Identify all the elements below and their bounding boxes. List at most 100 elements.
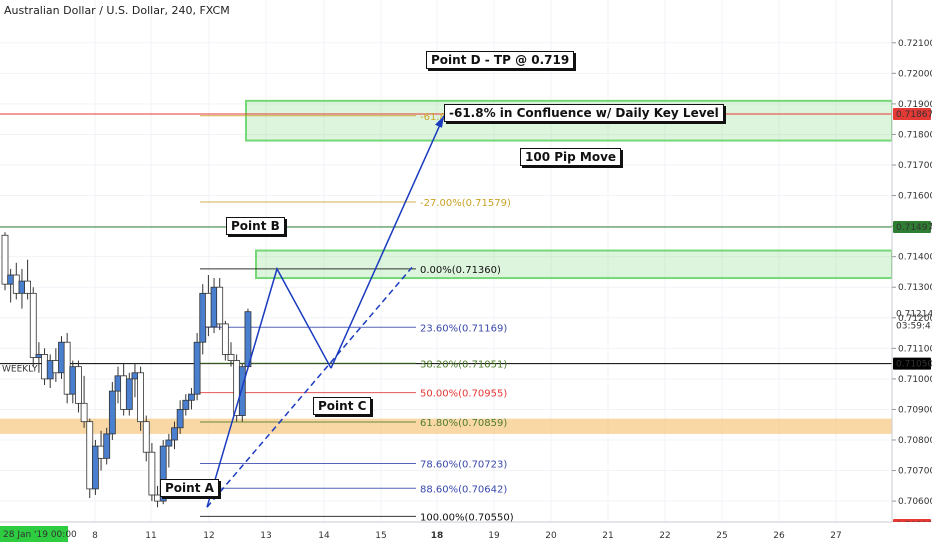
fib-label: 61.80%(0.70859) [420, 418, 507, 429]
candle [12, 274, 20, 294]
candle [227, 354, 235, 361]
candle [52, 360, 60, 374]
time-tick-label: 26 [773, 531, 785, 541]
candle [171, 427, 178, 441]
price-tick-label: 0.71400 [898, 253, 932, 263]
price-tick-label: 0.70900 [898, 405, 932, 415]
fib-label: 88.60%(0.70642) [420, 484, 507, 495]
price-axis-bg [892, 0, 932, 550]
price-tag: 0.71867 [896, 110, 932, 120]
candle [92, 445, 99, 490]
price-tick-label: 0.70800 [898, 436, 932, 446]
candle [103, 433, 111, 459]
candle [188, 393, 195, 401]
candle [221, 323, 229, 355]
time-tick-label: 13 [260, 531, 271, 541]
candle [159, 445, 167, 502]
candle [69, 366, 77, 395]
trend-line-dashed [206, 266, 413, 508]
current-time-label: 28 Jan '19 00:00 [3, 530, 77, 540]
point-b-label: Point B [226, 217, 285, 235]
fib-label: 100.00%(0.70550) [420, 512, 514, 523]
candle [193, 341, 201, 395]
time-tick-label: 11 [145, 531, 156, 541]
price-tag: 03:59:41 [896, 322, 932, 332]
candle [41, 354, 48, 380]
candle [58, 341, 65, 374]
time-tick-label: 20 [545, 531, 557, 541]
time-tick-label: 27 [830, 531, 841, 541]
price-tick-label: 0.71100 [898, 344, 932, 354]
price-tag-bg [893, 357, 931, 370]
price-tag: 0.71214 [896, 310, 932, 320]
price-tick-label: 0.71900 [898, 100, 932, 110]
price-tag: 0.71497 [896, 223, 932, 233]
candle [131, 372, 139, 380]
time-tick-label: 8 [92, 531, 98, 541]
fib-label: 38.20%(0.71051) [420, 359, 507, 370]
fib-label: 23.60%(0.71169) [420, 323, 507, 334]
price-tick-label: 0.71600 [898, 192, 932, 202]
candle [216, 286, 224, 325]
time-axis-bg [0, 522, 932, 550]
candle [24, 280, 32, 294]
candle [97, 445, 105, 459]
time-tick-label: 21 [602, 531, 613, 541]
price-tick-label: 0.71700 [898, 161, 932, 171]
projection-arrow-head [435, 115, 444, 128]
fib-label: 0.00%(0.71360) [420, 265, 501, 276]
candle [120, 375, 128, 410]
time-tick-label: 12 [203, 531, 214, 541]
fib-label: -27.00%(0.71579) [420, 198, 511, 209]
price-tick-label: 0.71300 [898, 283, 932, 293]
candle [182, 399, 190, 410]
point-d-label: Point D - TP @ 0.719 [426, 51, 575, 69]
confluence-label: -61.8% in Confluence w/ Daily Key Level [444, 104, 724, 122]
pattern-line-abc [206, 266, 332, 508]
candle [176, 409, 184, 429]
candle [199, 292, 207, 343]
time-tick-label: 14 [318, 531, 330, 541]
candle [29, 292, 37, 358]
candle [63, 341, 71, 395]
price-tick-label: 0.72100 [898, 39, 932, 49]
candle [1, 234, 9, 285]
time-tick-label: 19 [488, 531, 500, 541]
chart-title: Australian Dollar / U.S. Dollar, 240, FX… [4, 4, 230, 17]
candle [7, 274, 15, 285]
candle [238, 366, 246, 416]
candle [137, 372, 145, 423]
fib-label: 78.60%(0.70723) [420, 460, 507, 471]
time-tick-label: 15 [375, 531, 386, 541]
candle [18, 280, 26, 294]
candle [114, 375, 122, 392]
price-tick-label: 0.71200 [898, 314, 932, 324]
point-a-label: Point A [160, 479, 219, 497]
candle [165, 439, 173, 447]
fib-label: 50.00%(0.70955) [420, 389, 507, 400]
candle [148, 451, 156, 496]
projection-line-cd [330, 115, 445, 369]
price-tick-label: 0.70700 [898, 467, 932, 477]
time-tick-label: 18 [431, 531, 444, 541]
current-time-bg [0, 526, 68, 542]
candle [204, 292, 212, 328]
price-tick-label: 0.71000 [898, 375, 932, 385]
candle [80, 402, 88, 423]
pip-move-label: 100 Pip Move [520, 148, 622, 166]
point-b-zone-zone [255, 249, 893, 280]
candle [142, 421, 150, 453]
price-tick-label: 0.70600 [898, 497, 932, 507]
candle [210, 286, 218, 328]
candle [86, 421, 94, 490]
candle [46, 360, 54, 380]
candle [108, 390, 116, 435]
point-c-label: Point C [313, 397, 372, 415]
weekly-label: WEEKLY [2, 365, 38, 375]
price-tick-label: 0.72000 [898, 69, 932, 79]
candle [75, 366, 82, 404]
time-tick-label: 25 [716, 531, 727, 541]
price-tag-bg [893, 221, 931, 234]
candle [35, 354, 43, 358]
